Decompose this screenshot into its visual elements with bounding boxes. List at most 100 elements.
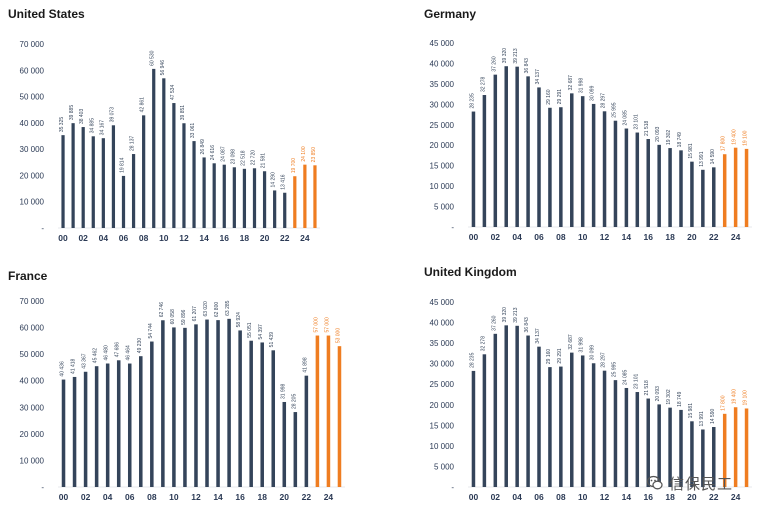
data-label: 62 800 (214, 302, 220, 318)
x-tick-label: 14 (622, 492, 632, 502)
data-label: 26 849 (200, 139, 206, 155)
data-label: 25 995 (611, 102, 617, 118)
data-label: 19 100 (743, 130, 749, 146)
bar (537, 346, 541, 487)
bar (273, 190, 277, 228)
data-label: 19 400 (732, 389, 738, 405)
data-label: 53 000 (335, 328, 341, 344)
data-label: 47 534 (170, 85, 176, 101)
data-label: 57 000 (313, 317, 319, 333)
y-tick-label: 40 000 (20, 119, 45, 128)
data-label: 23 850 (311, 147, 317, 163)
bar (591, 103, 596, 227)
data-label: 42 861 (140, 97, 146, 113)
y-tick-label: 10 000 (20, 456, 45, 465)
x-tick-label: 12 (179, 233, 189, 243)
data-label: 41 898 (302, 357, 308, 373)
data-label: 19 700 (291, 158, 297, 174)
x-tick-label: 04 (103, 492, 113, 502)
data-label: 23 101 (633, 114, 639, 130)
data-label: 19 100 (743, 390, 749, 406)
data-label: 36 843 (524, 317, 530, 333)
bar (471, 370, 476, 487)
data-label: 54 397 (258, 324, 264, 340)
bar (205, 319, 209, 487)
x-tick-label: 18 (665, 492, 675, 502)
data-label: 13 991 (699, 411, 705, 427)
bar (526, 335, 530, 487)
y-tick-label: 60 000 (20, 66, 45, 75)
y-tick-label: 70 000 (20, 40, 45, 49)
x-tick-label: 04 (512, 232, 522, 242)
data-label: 39 320 (502, 307, 508, 323)
data-label: 28 137 (130, 136, 136, 152)
data-label: 18 749 (677, 132, 683, 148)
data-label: 32 687 (568, 334, 574, 350)
x-tick-label: 14 (213, 492, 223, 502)
bar (613, 380, 618, 487)
bar (111, 125, 116, 228)
bar (570, 352, 574, 487)
data-label: 37 260 (491, 56, 497, 72)
bar (194, 324, 198, 487)
bar (570, 93, 574, 227)
data-label: 14 590 (710, 149, 716, 165)
bar (559, 366, 563, 487)
bar (580, 355, 585, 487)
bar (733, 147, 738, 227)
bar (548, 367, 552, 487)
x-tick-label: 00 (59, 492, 69, 502)
y-tick-label: - (451, 223, 454, 232)
y-tick-label: 20 000 (20, 171, 45, 180)
y-tick-label: 60 000 (20, 324, 45, 333)
y-tick-label: 5 000 (434, 462, 455, 471)
data-label: 20 093 (655, 126, 661, 142)
x-tick-label: 02 (491, 492, 501, 502)
bar (679, 150, 683, 227)
wechat-icon (646, 475, 663, 490)
bar (744, 148, 749, 227)
data-label: 28 205 (291, 394, 297, 410)
x-tick-label: 22 (280, 233, 290, 243)
x-tick-label: 16 (235, 492, 245, 502)
bar (172, 103, 176, 228)
data-label: 19 814 (120, 157, 126, 173)
data-label: 24 100 (301, 146, 307, 162)
bar (504, 66, 508, 227)
bar (121, 175, 126, 228)
bar (701, 429, 705, 487)
y-tick-label: 25 000 (430, 121, 455, 130)
data-label: 15 981 (688, 403, 694, 419)
data-label: 55 051 (247, 322, 253, 338)
data-label: 45 462 (93, 348, 99, 364)
bar (271, 350, 276, 487)
bar (304, 375, 309, 487)
x-tick-label: 18 (240, 233, 250, 243)
x-tick-label: 06 (119, 233, 129, 243)
data-label: 21 518 (644, 380, 650, 396)
data-label: 62 746 (159, 302, 165, 318)
data-label: 39 851 (180, 105, 186, 121)
bar (101, 138, 105, 228)
bar (131, 154, 136, 228)
y-tick-label: 30 000 (20, 403, 45, 412)
bar (212, 163, 216, 228)
bar (303, 164, 307, 228)
bar (493, 333, 498, 487)
bar (646, 139, 650, 227)
x-tick-label: 24 (731, 232, 741, 242)
x-tick-label: 06 (125, 492, 135, 502)
bar (624, 128, 629, 227)
bar (733, 407, 738, 487)
x-tick-label: 14 (199, 233, 209, 243)
data-label: 25 995 (611, 362, 617, 378)
bar (712, 427, 716, 487)
y-tick-label: 30 000 (20, 145, 45, 154)
data-label: 43 367 (82, 353, 88, 369)
y-tick-label: 10 000 (430, 442, 455, 451)
data-label: 15 981 (688, 143, 694, 159)
y-tick-label: - (41, 224, 44, 233)
bar (72, 376, 77, 487)
data-label: 21 591 (261, 153, 267, 169)
